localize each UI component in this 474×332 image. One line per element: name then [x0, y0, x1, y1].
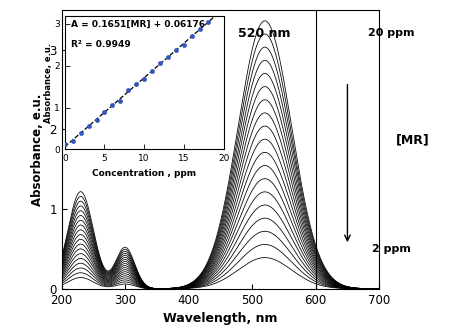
Text: 2 ppm: 2 ppm [372, 244, 410, 254]
X-axis label: Wavelength, nm: Wavelength, nm [163, 312, 278, 325]
Text: 520 nm: 520 nm [238, 27, 291, 40]
Text: [MR]: [MR] [395, 133, 429, 146]
Y-axis label: Absorbance, e.u.: Absorbance, e.u. [31, 93, 44, 206]
Text: 20 ppm: 20 ppm [368, 28, 414, 38]
